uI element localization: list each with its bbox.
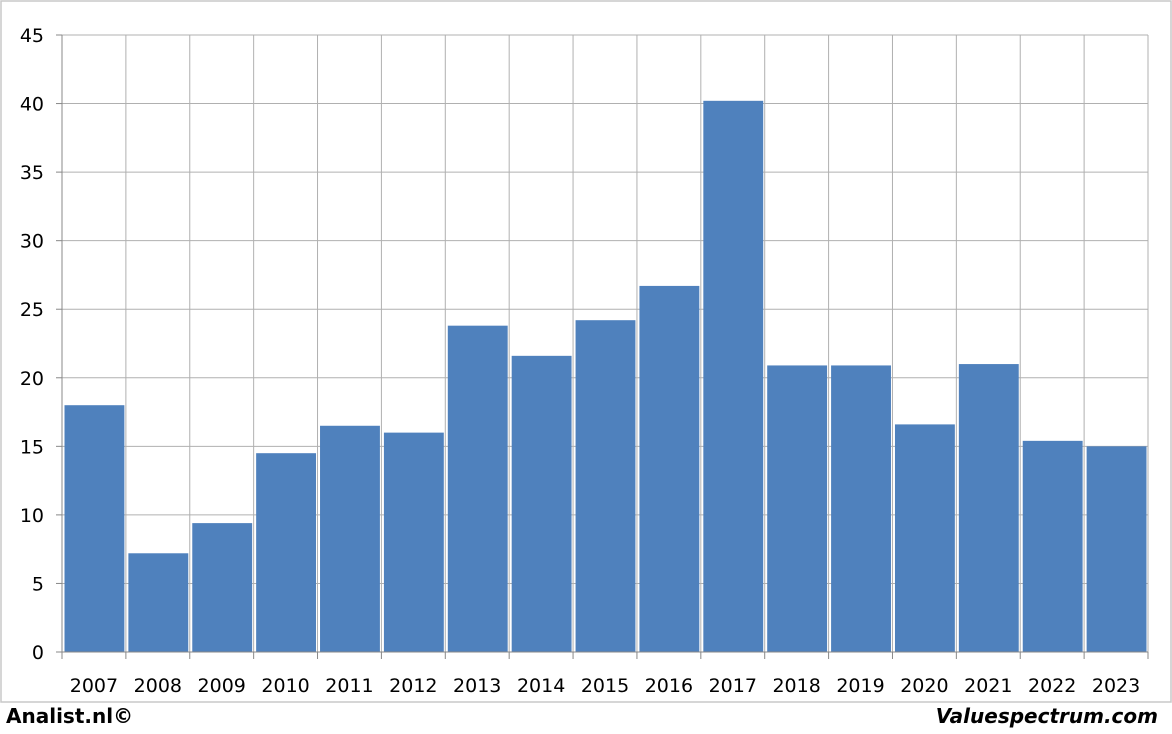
y-tick-label: 35 — [20, 162, 44, 184]
x-tick-label: 2020 — [900, 675, 948, 697]
bar-2020 — [894, 424, 955, 652]
bar-2012 — [383, 432, 444, 652]
x-tick-label: 2010 — [261, 675, 309, 697]
y-tick-label: 0 — [32, 642, 44, 664]
bar-2019 — [831, 365, 891, 652]
x-tick-label: 2023 — [1092, 675, 1140, 697]
x-tick-label: 2009 — [198, 675, 246, 697]
bar-2010 — [256, 453, 317, 652]
chart-border — [0, 0, 1172, 703]
bar-2013 — [447, 325, 508, 652]
y-tick-label: 45 — [20, 25, 44, 47]
valuespectrum-credit: Valuespectrum.com — [935, 704, 1158, 728]
x-tick-label: 2022 — [1028, 675, 1076, 697]
y-tick-label: 40 — [20, 94, 44, 116]
x-tick-label: 2011 — [325, 675, 373, 697]
x-tick-label: 2008 — [134, 675, 182, 697]
bar-2021 — [958, 364, 1019, 652]
bar-2014 — [511, 355, 572, 652]
bar-2009 — [192, 523, 253, 652]
analist-credit: Analist.nl© — [6, 704, 134, 728]
bar-2011 — [320, 425, 380, 652]
y-tick-label: 25 — [20, 299, 44, 321]
x-tick-label: 2021 — [964, 675, 1012, 697]
y-tick-label: 5 — [32, 573, 44, 595]
x-tick-label: 2018 — [772, 675, 820, 697]
bar-2022 — [1022, 440, 1083, 652]
bar-2015 — [575, 320, 636, 652]
y-tick-label: 20 — [20, 368, 44, 390]
x-tick-label: 2012 — [389, 675, 437, 697]
x-tick-label: 2015 — [581, 675, 629, 697]
x-tick-label: 2014 — [517, 675, 565, 697]
x-tick-label: 2013 — [453, 675, 501, 697]
bar-2023 — [1086, 446, 1147, 652]
y-tick-label: 10 — [20, 505, 44, 527]
bar-2007 — [64, 405, 125, 652]
x-tick-label: 2016 — [645, 675, 693, 697]
bar-2018 — [767, 365, 828, 652]
y-tick-label: 15 — [20, 436, 44, 458]
bar-2008 — [128, 553, 189, 652]
y-tick-label: 30 — [20, 231, 44, 253]
x-tick-label: 2017 — [709, 675, 757, 697]
x-tick-label: 2019 — [836, 675, 884, 697]
bar-2016 — [639, 285, 700, 652]
bar-2017 — [703, 100, 764, 652]
x-tick-label: 2007 — [70, 675, 118, 697]
